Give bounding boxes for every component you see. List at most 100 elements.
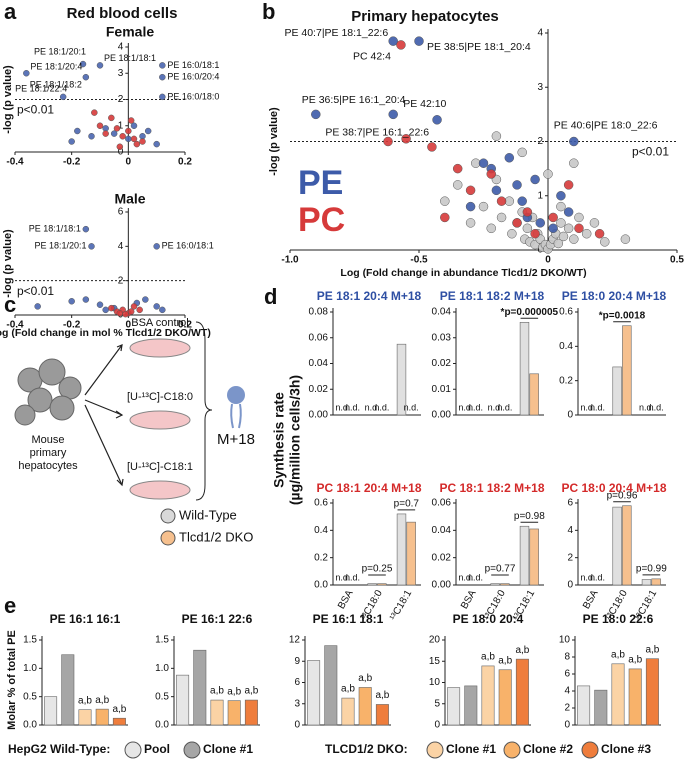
- bar: [61, 654, 75, 726]
- chart-title: PE 18:1 18:2 M+18: [440, 289, 545, 303]
- legend-swatch: [124, 741, 142, 759]
- nd-label: n.d.: [468, 572, 483, 582]
- legend-label: Clone #2: [523, 742, 573, 756]
- x-tick-label: 0: [126, 320, 132, 331]
- point-label: PE 36:5|PE 16:1_20:4: [302, 94, 406, 106]
- x-tick-label: 0.5: [670, 255, 684, 266]
- y-tick-label: 0.03: [432, 332, 452, 343]
- chart-title: Female: [106, 24, 154, 40]
- nd-label: n.d.: [458, 402, 473, 412]
- y-tick-label: 2: [567, 552, 573, 563]
- y-tick-label: 5: [434, 698, 440, 709]
- point: [127, 308, 135, 315]
- chart-title: PE 16:1 22:6: [182, 612, 253, 626]
- point: [432, 115, 442, 125]
- legend-swatch: [503, 741, 521, 759]
- p-value: p=0.98: [514, 511, 545, 522]
- bar: [651, 578, 661, 586]
- point: [130, 122, 138, 129]
- y-tick-label: 4: [564, 686, 570, 697]
- point: [159, 93, 166, 101]
- y-tick-label: 0.06: [309, 332, 329, 343]
- bar: [612, 506, 622, 586]
- bar-annotation: a,b: [375, 690, 389, 701]
- p-value: p=0.96: [607, 490, 638, 501]
- y-tick-label: 0.02: [432, 358, 452, 369]
- y-axis-label: (µg/million cells/3h): [287, 375, 303, 505]
- y-tick-label: 2: [564, 703, 570, 714]
- point: [452, 180, 463, 190]
- bar-annotation: a,b: [341, 684, 355, 695]
- chart-title: PE 18:0 20:4: [453, 612, 524, 626]
- nd-label: n.d.: [345, 572, 360, 582]
- nd-label: n.d.: [458, 572, 473, 582]
- point: [153, 303, 160, 310]
- legend-label: Clone #1: [203, 742, 253, 756]
- point: [311, 109, 321, 120]
- point-label: PE 16:0/18:1: [162, 241, 214, 251]
- bar: [377, 583, 387, 586]
- chart-title: PC 18:1 20:4 M+18: [316, 481, 421, 495]
- nd-label: n.d.: [590, 572, 605, 582]
- point: [139, 138, 146, 145]
- y-tick-label: 4: [118, 241, 124, 252]
- condition-label: [U-¹³C]-C18:0: [127, 391, 193, 403]
- y-tick-label: 3: [118, 68, 124, 79]
- threshold-label: p<0.01: [17, 103, 54, 117]
- point: [512, 218, 522, 228]
- x-axis-label: Log (Fold change in mol % Tlcd1/2 DKO/WT…: [0, 327, 211, 339]
- y-tick-label: 0.4: [559, 341, 573, 352]
- point: [563, 223, 574, 234]
- point: [23, 70, 30, 77]
- point: [136, 306, 143, 314]
- point: [88, 243, 95, 250]
- point: [553, 238, 564, 249]
- nd-label: n.d.: [488, 402, 503, 412]
- point: [522, 207, 533, 217]
- point: [556, 191, 566, 201]
- point: [79, 60, 87, 68]
- bar: [95, 708, 109, 726]
- point-label: PE 38:7|PE 16:1_22:6: [325, 127, 429, 139]
- point: [465, 201, 476, 212]
- point: [496, 196, 507, 206]
- point: [108, 304, 115, 312]
- point: [130, 135, 138, 143]
- y-tick-label: 15: [429, 656, 441, 667]
- bar: [519, 321, 530, 416]
- y-tick-label: 0.04: [432, 307, 452, 318]
- point: [74, 127, 81, 135]
- y-tick-label: 0.06: [432, 498, 452, 509]
- panel-letter: e: [4, 593, 16, 618]
- bar: [500, 583, 510, 586]
- y-tick-label: 4: [567, 525, 573, 536]
- p-value: p=0.25: [362, 564, 393, 575]
- point-label: PE 18:1/22:4: [15, 83, 67, 93]
- bar: [227, 700, 241, 726]
- point: [517, 196, 527, 206]
- point: [383, 136, 393, 147]
- bar: [515, 658, 529, 726]
- bar: [529, 528, 539, 586]
- bar-annotation: a,b: [112, 704, 126, 715]
- nd-label: n.d.: [345, 402, 360, 412]
- legend-label: Tlcd1/2 DKO: [179, 529, 253, 544]
- point: [558, 231, 569, 242]
- bar: [577, 685, 591, 726]
- point-label: PE 16:0/18:1: [167, 60, 219, 70]
- point: [142, 296, 149, 303]
- chart-title: PE 16:1 18:1: [313, 612, 384, 626]
- point: [504, 153, 515, 163]
- point: [113, 125, 121, 132]
- point: [427, 142, 437, 152]
- point: [589, 218, 600, 228]
- point-label: PE 40:7|PE 18:1_22:6: [284, 27, 388, 39]
- point-label: PE 38:5|PE 18:1_20:4: [427, 41, 531, 53]
- threshold-label: p<0.01: [17, 284, 54, 298]
- point: [125, 135, 132, 143]
- legend-label: PC: [298, 201, 345, 239]
- point: [556, 201, 566, 212]
- y-tick-label: 3: [537, 82, 543, 93]
- y-tick-label: 1: [118, 120, 124, 131]
- legend-swatch: [160, 530, 176, 546]
